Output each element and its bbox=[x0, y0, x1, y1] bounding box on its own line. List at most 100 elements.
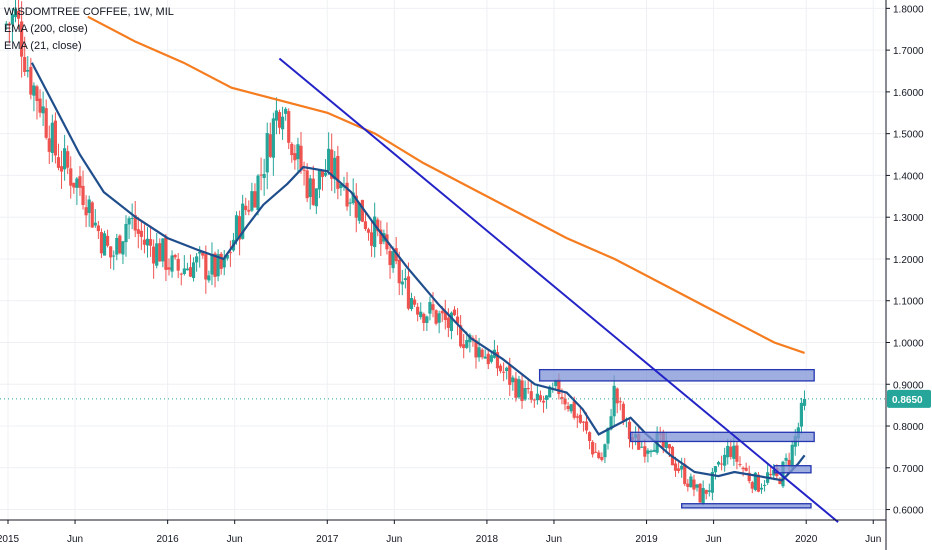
candle-body bbox=[578, 414, 582, 423]
candle-body bbox=[142, 239, 147, 245]
x-tick-label: Jun bbox=[67, 534, 83, 545]
candle-body bbox=[29, 66, 33, 95]
candle-body bbox=[360, 199, 364, 222]
candle-body bbox=[176, 258, 180, 271]
candle-body bbox=[277, 112, 282, 128]
candle-body bbox=[50, 122, 54, 153]
candle-body bbox=[47, 138, 51, 152]
candle-body bbox=[256, 175, 260, 211]
y-tick-label: 0.9000 bbox=[893, 380, 924, 391]
candle-body bbox=[627, 421, 632, 440]
candle-body bbox=[594, 451, 598, 453]
candle-body bbox=[532, 399, 536, 401]
candle-body bbox=[572, 401, 576, 418]
candle-body bbox=[563, 398, 567, 405]
candle-body bbox=[397, 259, 401, 284]
candle-body bbox=[505, 367, 509, 372]
symbol-title[interactable]: WISDOMTREE COFFEE, 1W, MIL bbox=[4, 6, 174, 18]
candle-body bbox=[554, 380, 558, 387]
candle-body bbox=[704, 489, 708, 494]
candle-body bbox=[93, 222, 97, 226]
candle-body bbox=[409, 297, 414, 310]
candle-body bbox=[170, 255, 174, 272]
candle-body bbox=[112, 255, 116, 257]
candle-body bbox=[762, 484, 767, 486]
candle-body bbox=[7, 23, 11, 25]
candle-body bbox=[646, 450, 650, 454]
candle-body bbox=[520, 380, 524, 402]
candle-body bbox=[741, 467, 745, 470]
candle-body bbox=[621, 403, 625, 421]
x-tick-label: 2019 bbox=[635, 534, 658, 545]
candle-body bbox=[747, 472, 751, 482]
candle-body bbox=[428, 302, 432, 314]
candle-body bbox=[210, 254, 214, 275]
candle-body bbox=[597, 452, 601, 458]
candle-body bbox=[759, 487, 764, 490]
candle-body bbox=[90, 202, 94, 228]
candle-body bbox=[735, 445, 739, 462]
candle-body bbox=[477, 347, 481, 358]
candle-body bbox=[348, 202, 352, 204]
y-tick-label: 0.8000 bbox=[893, 422, 924, 433]
candle-body bbox=[115, 237, 119, 255]
ema200-legend[interactable]: EMA (200, close) bbox=[4, 23, 88, 35]
candle-body bbox=[535, 393, 539, 401]
candle-body bbox=[713, 466, 718, 473]
candle-body bbox=[185, 268, 190, 271]
candle-body bbox=[575, 416, 579, 418]
candle-body bbox=[124, 223, 128, 243]
candle-body bbox=[207, 275, 211, 281]
candle-body bbox=[280, 116, 285, 130]
candle-body bbox=[253, 191, 257, 208]
candle-body bbox=[618, 401, 622, 403]
candle-body bbox=[769, 474, 773, 476]
candle-body bbox=[136, 229, 140, 234]
candle-body bbox=[707, 490, 711, 492]
ema21-legend[interactable]: EMA (21, close) bbox=[4, 40, 82, 52]
candle-body bbox=[247, 209, 251, 212]
candle-body bbox=[317, 170, 322, 190]
candle-body bbox=[412, 299, 417, 305]
x-tick-label: 2020 bbox=[795, 534, 818, 545]
candle-body bbox=[502, 371, 506, 373]
candle-body bbox=[201, 252, 205, 256]
candle-body bbox=[259, 174, 263, 176]
candle-body bbox=[716, 462, 721, 465]
candle-body bbox=[557, 379, 561, 395]
downtrend-line bbox=[278, 57, 839, 523]
candle-body bbox=[299, 145, 303, 170]
candle-body bbox=[443, 311, 447, 321]
candle-body bbox=[152, 246, 156, 264]
candle-body bbox=[109, 246, 113, 258]
candle-body bbox=[416, 306, 420, 315]
drawings[interactable] bbox=[0, 57, 886, 523]
candle-body bbox=[609, 416, 613, 430]
candle-body bbox=[643, 446, 647, 457]
candle-body bbox=[161, 238, 165, 262]
y-tick-label: 1.4000 bbox=[893, 171, 924, 182]
candle-body bbox=[449, 312, 454, 332]
candle-body bbox=[732, 445, 736, 459]
candle-body bbox=[59, 166, 64, 172]
candle-body bbox=[4, 23, 8, 25]
candle-body bbox=[188, 267, 193, 277]
resistance-zone bbox=[681, 503, 812, 509]
candle-body bbox=[336, 155, 340, 189]
candle-body bbox=[44, 108, 48, 138]
x-tick-label: Jun bbox=[865, 534, 881, 545]
candle-body bbox=[756, 474, 761, 492]
candle-body bbox=[296, 144, 300, 160]
candle-body bbox=[287, 111, 291, 143]
candle-body bbox=[130, 218, 134, 220]
candle-body bbox=[603, 444, 607, 458]
candle-body bbox=[145, 238, 150, 246]
candle-body bbox=[459, 325, 463, 347]
x-tick-label: Jun bbox=[546, 534, 562, 545]
candle-body bbox=[284, 108, 288, 114]
candle-body bbox=[667, 444, 671, 449]
x-tick-label: 2015 bbox=[0, 534, 20, 545]
candle-body bbox=[213, 253, 217, 277]
